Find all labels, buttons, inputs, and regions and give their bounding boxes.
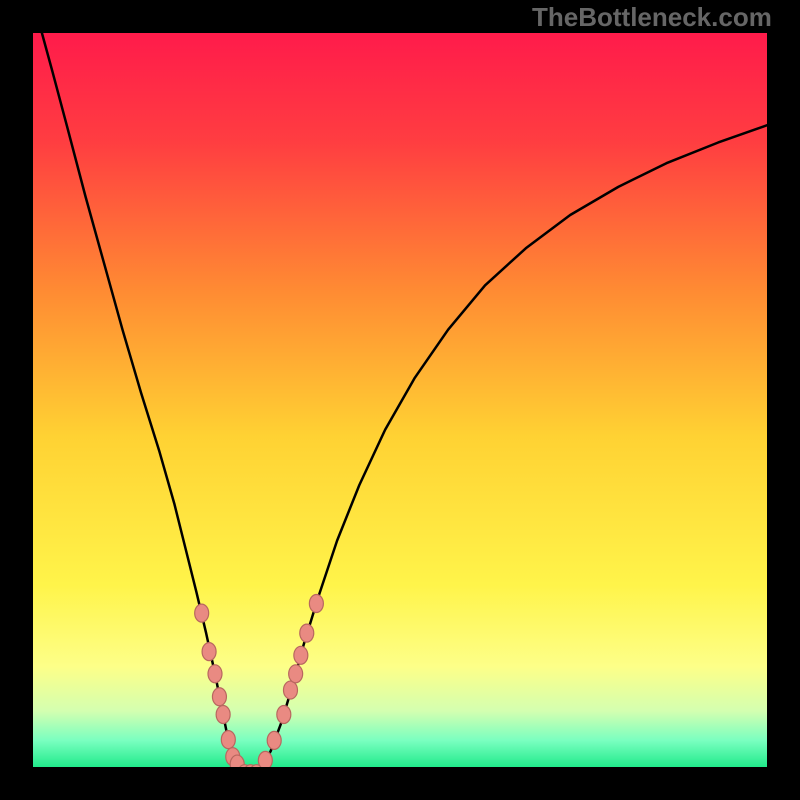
chart-stage: TheBottleneck.com <box>0 0 800 800</box>
marker-dot <box>309 595 323 613</box>
marker-dot <box>216 706 230 724</box>
plot-area <box>30 30 770 770</box>
marker-dot <box>267 731 281 749</box>
marker-dot <box>289 665 303 683</box>
marker-dot <box>294 646 308 664</box>
marker-dot <box>208 665 222 683</box>
watermark-text: TheBottleneck.com <box>532 2 772 33</box>
marker-dot <box>212 688 226 706</box>
marker-dot <box>300 624 314 642</box>
gradient-background <box>30 30 770 770</box>
chart-svg <box>30 30 770 770</box>
marker-dot <box>277 706 291 724</box>
marker-dot <box>221 731 235 749</box>
marker-dot <box>258 751 272 769</box>
marker-dot <box>283 681 297 699</box>
marker-dot <box>202 643 216 661</box>
marker-dot <box>195 604 209 622</box>
